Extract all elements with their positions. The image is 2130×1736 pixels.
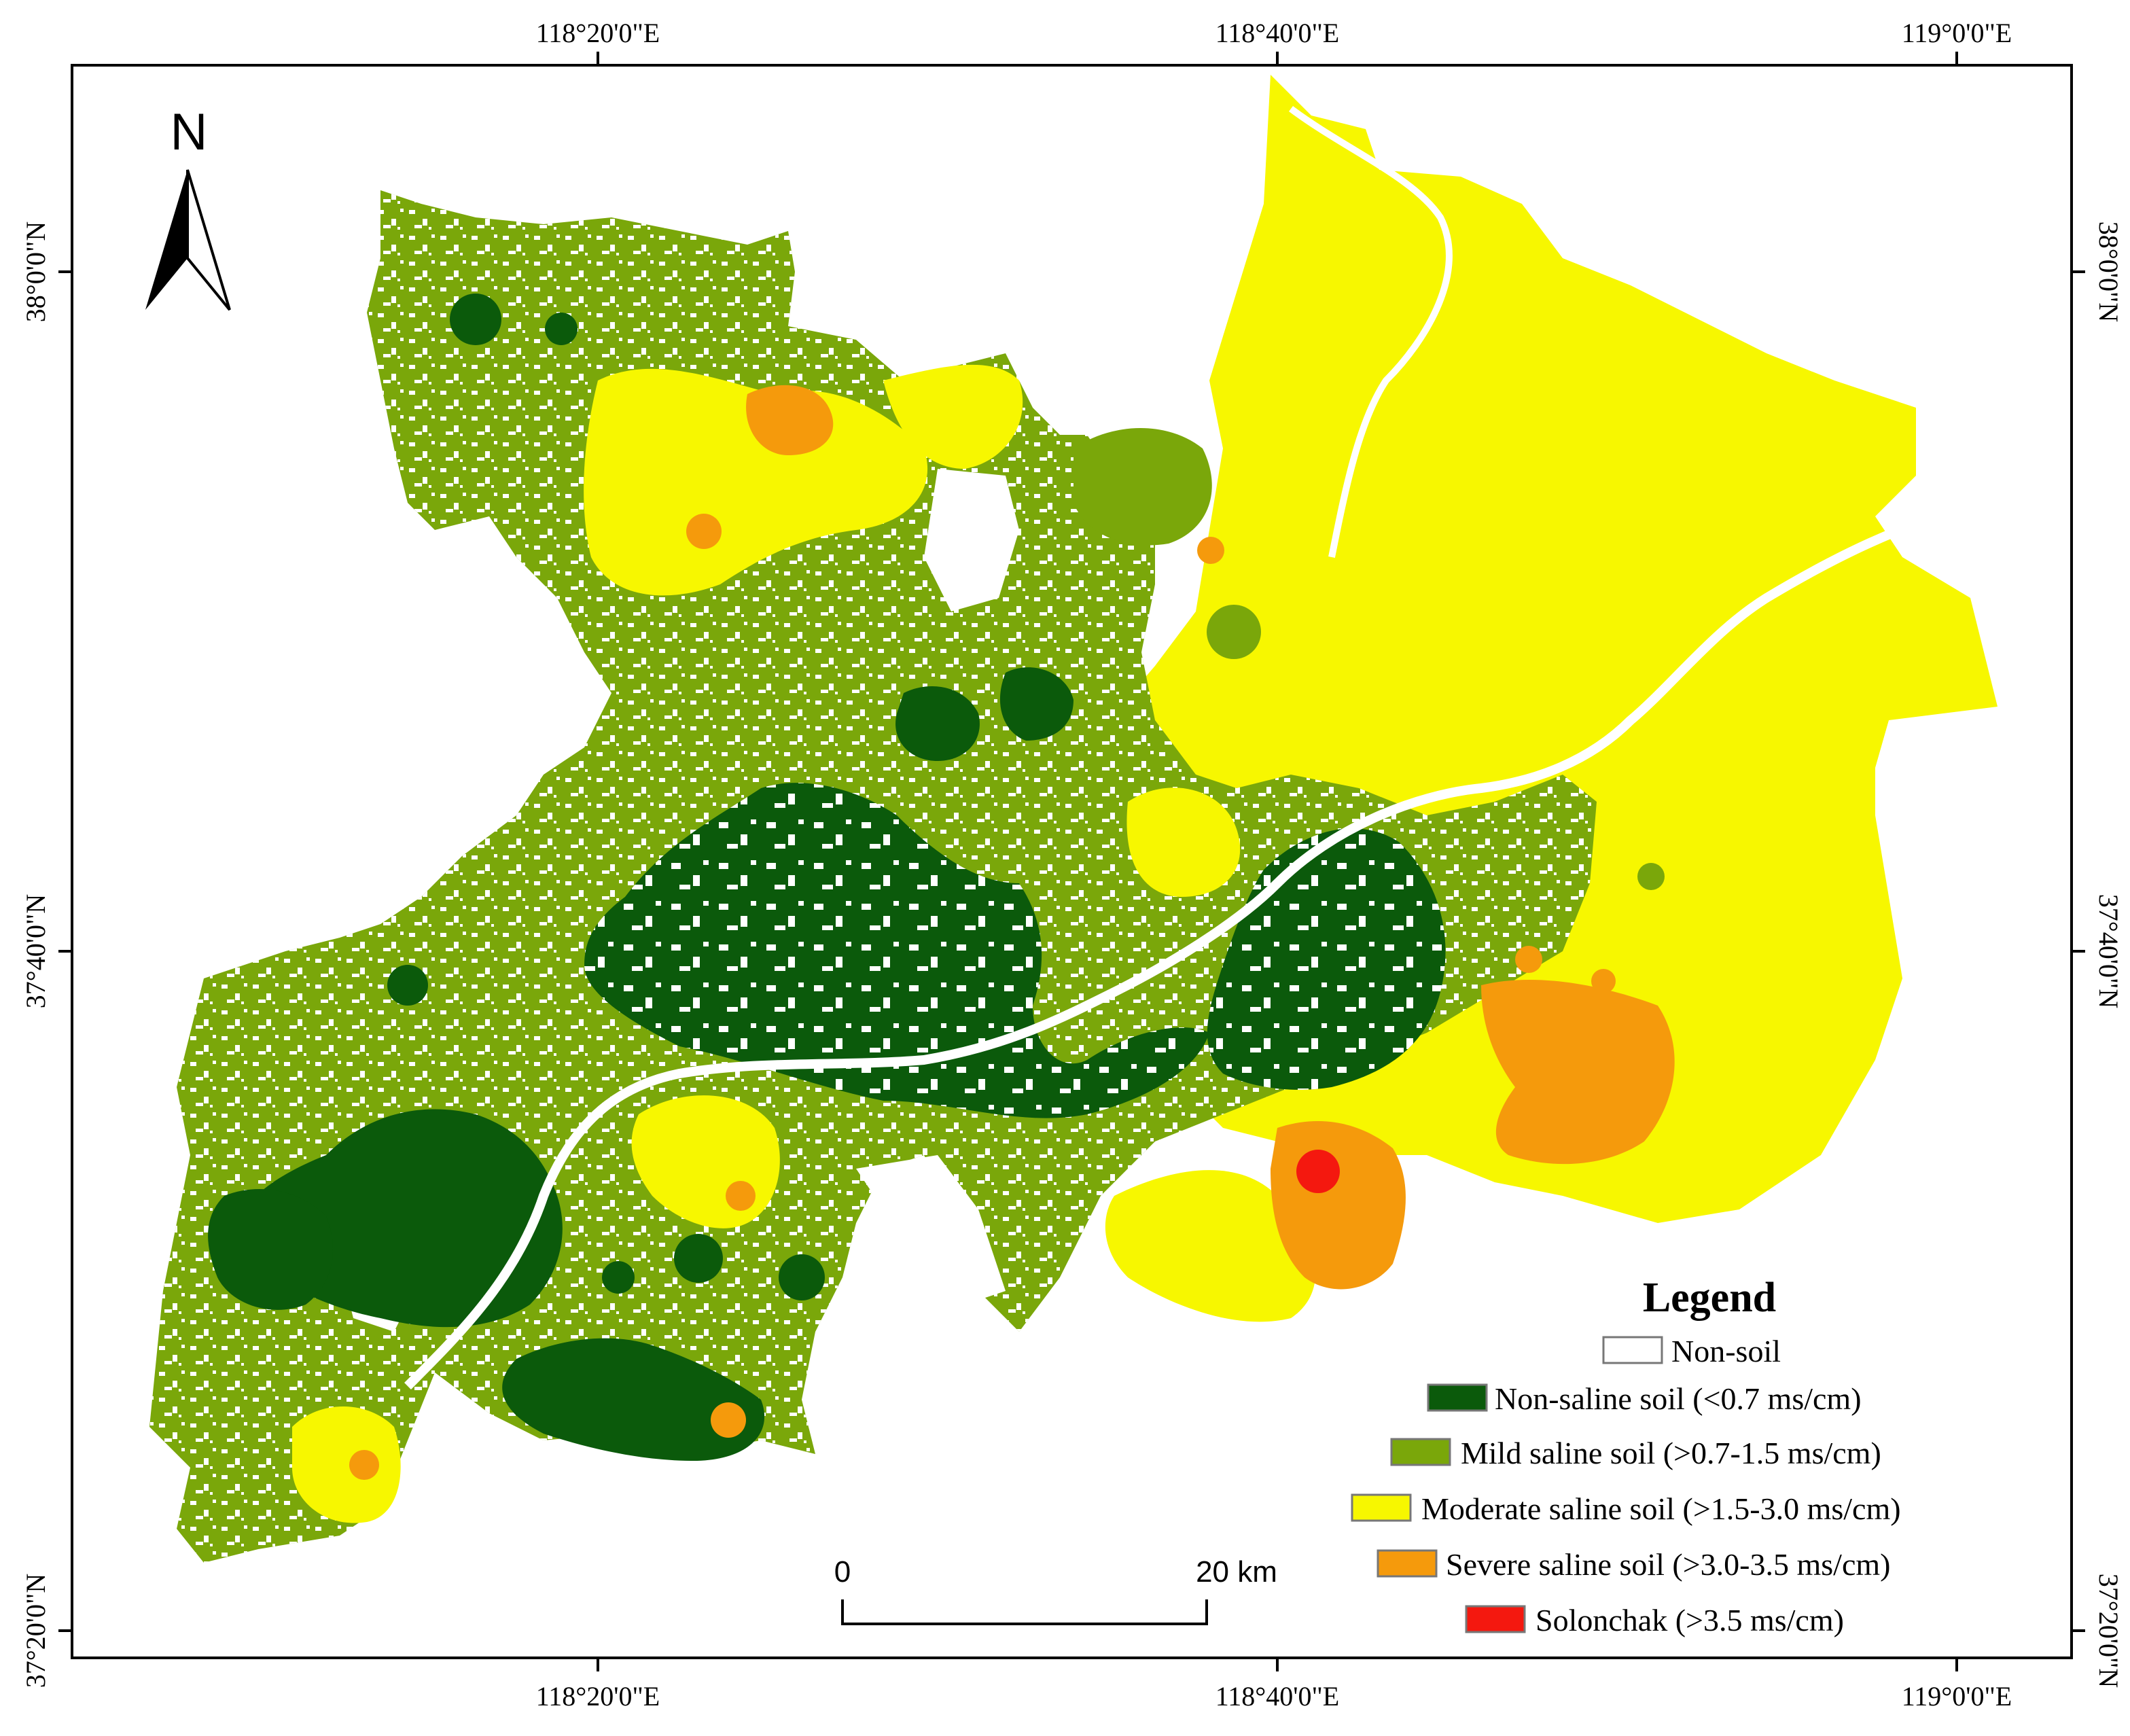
legend-label-mild: Mild saline soil (>0.7-1.5 ms/cm) — [1461, 1436, 1881, 1470]
speckle-overlay-center — [584, 783, 1209, 1118]
zone-severe-1 — [746, 385, 834, 455]
scale-bar-end-label: 20 km — [1196, 1555, 1277, 1589]
north-arrow-right-icon — [186, 169, 231, 311]
zone-non-saline-dot-5 — [602, 1261, 635, 1294]
zone-severe-dot-4 — [711, 1402, 746, 1438]
zone-moderate-east-blob — [1449, 696, 1557, 795]
zone-severe-dot-3 — [726, 1181, 756, 1211]
legend-label-severe: Severe saline soil (>3.0-3.5 ms/cm) — [1446, 1547, 1890, 1582]
lat-label-left-1: 38°0'0"N — [20, 222, 51, 322]
zone-moderate-nw — [584, 368, 928, 596]
lon-label-top-1: 118°20'0"E — [536, 18, 660, 48]
zone-non-saline-dot-6 — [387, 965, 428, 1006]
scale-bar-start-label: 0 — [834, 1555, 851, 1589]
legend-title: Legend — [1643, 1275, 1776, 1321]
scale-bar: 0 20 km — [834, 1555, 1277, 1625]
zone-mild-dot-3 — [1637, 863, 1665, 890]
non-soil-gap-south — [856, 1155, 1006, 1305]
zone-moderate-se — [1105, 1170, 1316, 1322]
legend-swatch-severe — [1377, 1549, 1438, 1578]
river-north — [1289, 105, 1453, 558]
map-body — [149, 75, 1998, 1563]
north-arrow: N — [145, 103, 231, 311]
legend: Legend Non-soil Non-saline soil (<0.7 ms… — [1351, 1275, 1901, 1637]
zone-non-saline-dot-1 — [450, 294, 501, 345]
zone-severe-dot-1 — [686, 514, 722, 549]
zone-non-saline-dot-2 — [545, 313, 578, 345]
legend-label-solonchak: Solonchak (>3.5 ms/cm) — [1536, 1603, 1844, 1637]
lat-label-right-3: 37°20'0"N — [2093, 1574, 2124, 1688]
lon-label-bottom-1: 118°20'0"E — [536, 1681, 660, 1712]
lat-label-left-2: 37°40'0"N — [20, 894, 51, 1008]
legend-swatch-solonchak — [1465, 1605, 1526, 1633]
legend-swatch-mild — [1390, 1438, 1451, 1466]
lat-label-right-1: 38°0'0"N — [2093, 222, 2124, 322]
legend-swatch-non-soil — [1602, 1336, 1663, 1364]
lon-label-bottom-3: 119°0'0"E — [1902, 1681, 2012, 1712]
north-arrow-left-icon — [145, 170, 188, 310]
legend-label-moderate: Moderate saline soil (>1.5-3.0 ms/cm) — [1421, 1491, 1901, 1526]
zone-severe-dot-7 — [1591, 969, 1616, 993]
zone-non-saline-dot-4 — [779, 1254, 825, 1300]
lon-label-top-2: 118°40'0"E — [1215, 18, 1339, 48]
legend-label-non-saline: Non-saline soil (<0.7 ms/cm) — [1495, 1381, 1862, 1416]
zone-severe-dot-5 — [349, 1450, 379, 1480]
zone-moderate-mid-east — [1126, 787, 1241, 897]
legend-swatch-non-saline — [1427, 1383, 1488, 1412]
zone-non-saline-south — [502, 1338, 765, 1461]
zone-moderate-ne-strip — [883, 364, 1023, 469]
zone-moderate-sw — [292, 1406, 401, 1523]
graticule-ticks — [58, 52, 2085, 1671]
lon-label-top-3: 119°0'0"E — [1902, 18, 2012, 48]
zone-severe-se — [1481, 979, 1675, 1165]
north-arrow-label: N — [171, 103, 208, 161]
zone-non-saline-left — [208, 1189, 333, 1310]
zone-non-saline-small-2 — [999, 667, 1073, 741]
legend-label-non-soil: Non-soil — [1671, 1334, 1781, 1368]
non-soil-gap-north — [924, 469, 1019, 612]
zone-severe-dot-6 — [1515, 946, 1542, 973]
zone-non-saline-dot-3 — [674, 1234, 723, 1283]
river — [404, 498, 1985, 1389]
lat-label-right-2: 37°40'0"N — [2093, 894, 2124, 1008]
zone-severe-dot-2 — [1197, 537, 1224, 564]
zone-non-saline-small-1 — [895, 686, 980, 761]
zone-mild-north-patch — [1073, 428, 1212, 546]
zone-mild-dot-1 — [1207, 605, 1261, 659]
zone-solonchak — [1296, 1150, 1340, 1193]
lat-label-left-3: 37°20'0"N — [20, 1574, 51, 1688]
lon-label-bottom-2: 118°40'0"E — [1215, 1681, 1339, 1712]
legend-swatch-moderate — [1351, 1493, 1412, 1522]
